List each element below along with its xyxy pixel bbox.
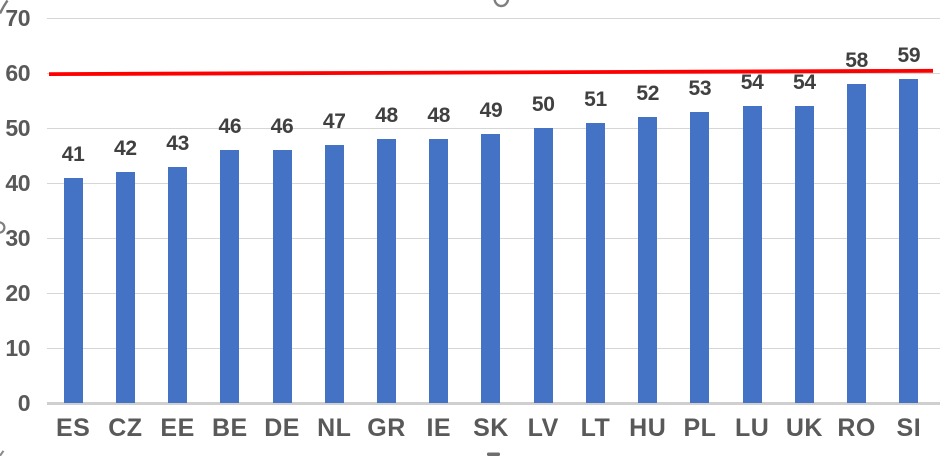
x-axis-label: CZ: [108, 414, 143, 442]
bar-value-label: 49: [479, 98, 503, 122]
bar-value-label: 42: [113, 137, 137, 160]
bar: [585, 122, 605, 403]
bar-value-label: 58: [845, 49, 869, 72]
y-tick-label: 10: [5, 335, 30, 361]
x-axis-label: NL: [317, 414, 352, 442]
x-axis-labels: ES CZ EE BE DE NL GR IE SK LV LT HU PL LU UK RO SI: [47, 403, 935, 441]
bar-slot: 46: [204, 0, 256, 403]
bar-value-label: 51: [584, 87, 607, 111]
bar-value-label: 48: [427, 104, 451, 127]
bar: [638, 117, 658, 403]
bar-slot: 59: [883, 0, 935, 403]
bar: [429, 139, 449, 403]
x-axis-label: UK: [785, 414, 823, 442]
bar-value-label: 43: [166, 131, 189, 155]
y-tick-label: 70: [5, 5, 30, 31]
y-tick-label: 50: [5, 115, 30, 141]
bar-slot: 43: [151, 0, 203, 403]
bar-value-label: 46: [270, 115, 294, 138]
bar: [63, 177, 83, 403]
bar: [690, 111, 710, 403]
bar-value-label: 53: [688, 76, 712, 100]
bar-slot: 50: [517, 0, 569, 403]
bar: [794, 106, 814, 403]
bar: [115, 172, 135, 403]
x-axis-label: HU: [629, 414, 667, 442]
bar-slot: 47: [308, 0, 360, 403]
bar-slot: 53: [674, 0, 726, 403]
bar: [481, 133, 501, 403]
x-axis-label: ES: [55, 414, 91, 442]
x-axis-label: PL: [683, 414, 717, 442]
bar-slot: 51: [569, 0, 621, 403]
bar-value-label: 41: [61, 142, 85, 166]
bar-slot: 49: [465, 0, 517, 403]
bar-value-label: 54: [793, 71, 816, 94]
bar-slot: 48: [413, 0, 465, 403]
y-tick-label: 40: [5, 170, 30, 196]
x-axis-label: DE: [264, 414, 300, 442]
bar-value-label: 54: [740, 71, 764, 94]
x-axis-label: BE: [211, 414, 248, 442]
bar-slot: 46: [256, 0, 308, 403]
x-axis-label: LU: [735, 414, 770, 442]
x-axis-label: EE: [160, 414, 195, 442]
y-tick-label: 60: [5, 60, 30, 86]
x-axis-label: LT: [580, 414, 611, 442]
x-axis-label: LV: [527, 414, 559, 442]
bar-value-label: 46: [218, 115, 242, 138]
bar: [377, 139, 397, 403]
bar-slot: 42: [99, 0, 151, 403]
bar-value-label: 52: [636, 82, 660, 105]
x-axis-label: GR: [367, 414, 406, 442]
bar-slot: 54: [726, 0, 778, 403]
bar: [220, 150, 240, 403]
x-axis-label: SI: [896, 414, 922, 442]
bars-row: 41 42 43 46 46 47 48 48 49 50 51 52 53 54 54 58 59: [47, 0, 935, 403]
gridline: [47, 17, 940, 19]
bar: [742, 106, 762, 403]
y-tick-label: 30: [5, 225, 30, 251]
bar-slot: 58: [831, 0, 883, 403]
y-tick-label: 20: [5, 280, 30, 306]
x-axis-label: IE: [426, 414, 452, 442]
bar: [324, 144, 344, 403]
bar: [168, 166, 188, 403]
bar-slot: 54: [778, 0, 830, 403]
gridline: [47, 127, 940, 129]
bar: [272, 150, 292, 403]
bar-value-label: 48: [375, 104, 398, 127]
bar-slot: 48: [360, 0, 412, 403]
bar-value-label: 47: [322, 109, 346, 133]
bar: [533, 128, 553, 403]
bar: [847, 84, 867, 403]
bar-slot: 52: [622, 0, 674, 403]
bar-value-label: 50: [531, 93, 555, 116]
y-tick-label: 0: [17, 390, 31, 416]
x-axis-label: RO: [837, 414, 876, 442]
x-axis-line: [47, 402, 940, 405]
bar-value-label: 59: [897, 43, 921, 67]
bar-slot: 41: [47, 0, 99, 403]
bar: [899, 78, 919, 403]
x-axis-label: SK: [473, 414, 509, 442]
